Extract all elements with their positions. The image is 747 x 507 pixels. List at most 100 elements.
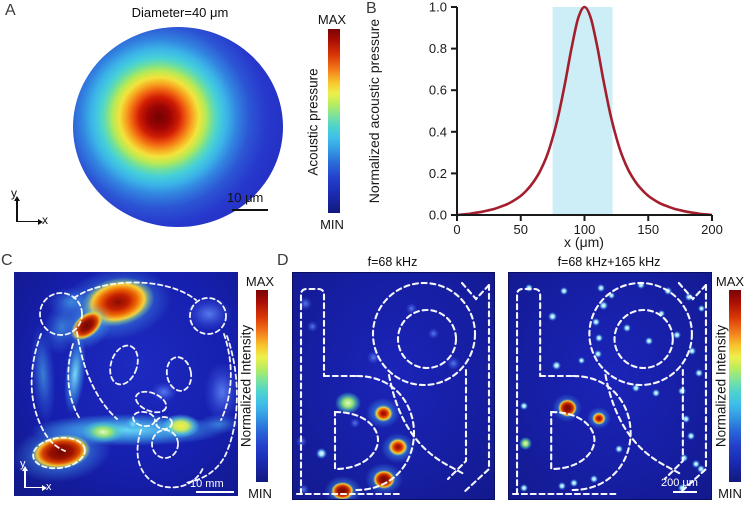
x-axis-label: x [42, 213, 48, 227]
heat-spot-cool [664, 287, 672, 295]
heat-spot-faint [295, 435, 307, 447]
panel-a-scalebar-label: 10 μm [227, 190, 264, 205]
heat-spot-cool [577, 356, 585, 364]
heat-spot-cool [637, 281, 645, 289]
heat-spot-cool [592, 318, 600, 326]
heat-spot-cool [615, 445, 623, 453]
heat-spot-faint [297, 483, 309, 495]
y-axis-label: y [11, 186, 17, 200]
y-tick-label: 0.0 [429, 208, 447, 223]
heat-spot-hot2 [557, 399, 577, 417]
beam-width-band [552, 7, 613, 215]
colorbar-c [256, 290, 268, 482]
heat-spot-cool [695, 369, 703, 377]
heat-spot-cool [657, 309, 665, 317]
y-axis-label: y [20, 458, 26, 470]
heat-spot-faint [405, 302, 417, 314]
panel-c-scalebar [196, 491, 234, 493]
heat-spot-hot [373, 404, 393, 422]
heat-spot-cool [520, 484, 528, 492]
y-axis-arrow [22, 466, 28, 471]
heat-spot-cool [652, 389, 660, 397]
heat-spot-faint [186, 297, 232, 331]
pressure-profile-chart: 0 50 100 150 200 0.0 0.2 0.4 0.6 0.8 1.0 x (μm) No… [366, 0, 723, 250]
heat-spot-faint [298, 296, 312, 310]
y-tick-label: 1.0 [429, 0, 447, 15]
panel-d-label: D [277, 252, 289, 269]
heat-spot-cool [688, 347, 696, 355]
heat-spot-faint [350, 418, 360, 428]
panel-b-label: B [366, 0, 377, 17]
colorbar-a [328, 29, 340, 213]
highlight-band [552, 7, 613, 215]
heat-spot-cool [685, 293, 693, 301]
heat-spot-faint [204, 362, 238, 422]
heat-spot-cool [525, 284, 533, 292]
heat-spot-hot2 [373, 469, 395, 489]
pressure-disc-heatmap [73, 27, 283, 227]
heat-spot-cool [680, 454, 688, 462]
plot-ticks: 0 50 100 150 200 0.0 0.2 0.4 0.6 0.8 1.0 [429, 0, 723, 237]
pressure-curve [456, 5, 713, 217]
x-axis-label: x [46, 481, 52, 493]
heat-spot-hot [388, 438, 408, 456]
heat-spot-yellow [162, 414, 200, 438]
x-tick-label: 200 [701, 222, 723, 237]
heat-spot-cool [697, 304, 705, 312]
colorbar-d [729, 290, 741, 482]
heat-spot-hot [592, 411, 606, 425]
x-tick-label: 50 [514, 222, 528, 237]
panel-c-axes-indicator: y x [17, 458, 63, 494]
heat-spot-cyan [125, 417, 141, 431]
y-axis-title: Normalized acoustic pressure [366, 19, 382, 204]
panel-a-axes-indicator: y x [6, 186, 52, 228]
heat-spot-faint [306, 320, 318, 332]
panel-d-scalebar [673, 491, 697, 493]
colorbar-a-min: MIN [320, 217, 344, 232]
panel-a-scalebar [232, 209, 268, 211]
panel-d-scalebar-label: 200 μm [661, 477, 698, 489]
heat-spot-cool [570, 479, 578, 487]
x-axis-title: x (μm) [564, 234, 604, 250]
colorbar-d-min: MIN [718, 486, 742, 501]
heat-spot-cool [597, 284, 605, 292]
x-tick-label: 0 [453, 222, 460, 237]
heat-spot-cool [623, 324, 631, 332]
trap-heatmap-dual-freq: 200 μm [508, 272, 712, 500]
pressure-curve-line [456, 5, 713, 217]
colorbar-a-max: MAX [317, 12, 347, 27]
x-axis-line [24, 486, 42, 489]
panel-a-title: Diameter=40 μm [131, 5, 229, 20]
heat-spot-hot2 [330, 482, 354, 499]
heat-spot-cool [315, 447, 327, 459]
panel-d-right-title: f=68 kHz+165 kHz [557, 255, 661, 269]
x-tick-label: 100 [574, 222, 596, 237]
heat-spot-cool [551, 360, 561, 370]
panel-c-scalebar-label: 10 mm [190, 478, 224, 490]
panel-c-label: C [1, 252, 13, 269]
heat-spot-cool [682, 415, 690, 423]
heat-spot-cool [632, 384, 640, 392]
y-tick-label: 0.2 [429, 166, 447, 181]
y-tick-label: 0.4 [429, 124, 447, 139]
x-tick-label: 150 [637, 222, 659, 237]
colorbar-c-title: Normalized Intensity [238, 324, 254, 448]
colorbar-a-title: Acoustic pressure [305, 68, 321, 176]
y-tick-label: 0.8 [429, 41, 447, 56]
panda-intensity-heatmap: y x 10 mm [14, 272, 238, 496]
heat-spot-cool [560, 287, 568, 295]
heat-spot-faint [366, 350, 380, 364]
x-axis-arrow [38, 219, 43, 225]
heat-spot-cool [547, 311, 557, 321]
y-axis-line [24, 470, 26, 488]
colorbar-d-max: MAX [715, 274, 745, 289]
panel-a-label: A [5, 2, 16, 19]
colorbar-c-max: MAX [245, 274, 275, 289]
colorbar-c-min: MIN [248, 486, 272, 501]
y-tick-label: 0.6 [429, 83, 447, 98]
heat-spot-faint [151, 382, 177, 402]
letters-dashed-outline [511, 281, 708, 496]
heat-spot-green [518, 436, 532, 450]
heat-spot-cool [590, 475, 598, 483]
